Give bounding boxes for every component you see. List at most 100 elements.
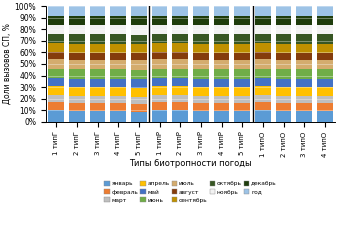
Bar bbox=[152, 6, 167, 16]
Bar bbox=[317, 25, 333, 34]
Bar bbox=[48, 16, 64, 25]
Bar bbox=[152, 43, 167, 52]
Bar bbox=[131, 44, 147, 53]
Bar bbox=[255, 16, 271, 25]
Bar bbox=[193, 103, 209, 111]
Bar bbox=[276, 53, 291, 60]
Bar bbox=[193, 78, 209, 87]
Bar bbox=[296, 60, 312, 69]
Bar bbox=[296, 78, 312, 87]
Bar bbox=[317, 60, 333, 69]
Bar bbox=[214, 111, 229, 122]
Bar bbox=[235, 25, 250, 34]
Bar bbox=[317, 53, 333, 60]
Bar bbox=[48, 95, 64, 102]
Bar bbox=[131, 70, 147, 79]
Bar bbox=[152, 110, 167, 122]
Bar bbox=[172, 16, 188, 25]
Bar bbox=[172, 25, 188, 34]
Bar bbox=[255, 102, 271, 110]
Bar bbox=[214, 25, 229, 34]
Bar bbox=[48, 59, 64, 69]
Bar bbox=[235, 69, 250, 78]
Bar bbox=[172, 6, 188, 16]
Bar bbox=[193, 53, 209, 60]
Bar bbox=[235, 16, 250, 25]
Bar bbox=[214, 60, 229, 69]
Bar bbox=[276, 25, 291, 34]
Bar bbox=[193, 6, 209, 16]
Bar bbox=[131, 104, 147, 112]
Bar bbox=[193, 87, 209, 96]
Bar bbox=[255, 69, 271, 78]
Bar bbox=[214, 34, 229, 44]
Bar bbox=[172, 95, 188, 102]
Bar bbox=[296, 69, 312, 78]
Bar bbox=[255, 34, 271, 43]
Bar bbox=[48, 34, 64, 43]
Bar bbox=[48, 102, 64, 110]
Bar bbox=[317, 34, 333, 44]
Bar bbox=[152, 102, 167, 110]
Bar bbox=[111, 60, 126, 69]
Bar bbox=[296, 25, 312, 34]
Bar bbox=[172, 86, 188, 95]
Bar bbox=[90, 69, 105, 78]
Bar bbox=[152, 16, 167, 25]
Bar bbox=[296, 111, 312, 122]
Bar bbox=[69, 44, 84, 53]
Bar bbox=[276, 111, 291, 122]
Bar bbox=[317, 44, 333, 53]
Bar bbox=[90, 34, 105, 44]
Bar bbox=[48, 25, 64, 34]
Bar bbox=[296, 34, 312, 44]
Bar bbox=[296, 96, 312, 103]
Bar bbox=[214, 87, 229, 96]
Bar bbox=[172, 110, 188, 122]
Bar bbox=[193, 111, 209, 122]
Bar bbox=[235, 87, 250, 96]
Bar bbox=[111, 69, 126, 78]
Bar bbox=[296, 103, 312, 111]
Bar bbox=[193, 96, 209, 103]
Bar bbox=[69, 53, 84, 60]
Bar bbox=[276, 60, 291, 69]
Bar bbox=[69, 60, 84, 69]
Bar bbox=[111, 34, 126, 44]
Bar bbox=[111, 103, 126, 111]
Bar bbox=[131, 25, 147, 35]
Bar bbox=[193, 60, 209, 69]
Bar bbox=[193, 25, 209, 34]
Bar bbox=[296, 44, 312, 53]
Bar bbox=[90, 96, 105, 103]
Bar bbox=[235, 78, 250, 87]
Bar bbox=[255, 59, 271, 69]
Bar bbox=[214, 103, 229, 111]
Bar bbox=[90, 44, 105, 53]
Bar bbox=[172, 59, 188, 69]
Bar bbox=[172, 34, 188, 43]
Bar bbox=[152, 78, 167, 86]
Bar bbox=[255, 95, 271, 102]
Bar bbox=[111, 111, 126, 122]
Bar bbox=[69, 6, 84, 16]
Bar bbox=[90, 103, 105, 111]
Bar bbox=[48, 86, 64, 95]
Bar bbox=[193, 69, 209, 78]
Bar bbox=[296, 53, 312, 60]
Bar bbox=[90, 111, 105, 122]
Bar bbox=[48, 69, 64, 78]
Bar bbox=[235, 34, 250, 44]
Bar bbox=[317, 16, 333, 25]
Bar bbox=[131, 53, 147, 60]
Bar bbox=[317, 6, 333, 16]
Bar bbox=[152, 59, 167, 69]
Bar bbox=[235, 111, 250, 122]
Bar bbox=[276, 16, 291, 25]
Bar bbox=[255, 6, 271, 16]
Bar bbox=[90, 78, 105, 87]
Bar bbox=[131, 79, 147, 88]
Bar bbox=[131, 112, 147, 122]
Bar bbox=[111, 78, 126, 87]
Bar bbox=[90, 53, 105, 60]
